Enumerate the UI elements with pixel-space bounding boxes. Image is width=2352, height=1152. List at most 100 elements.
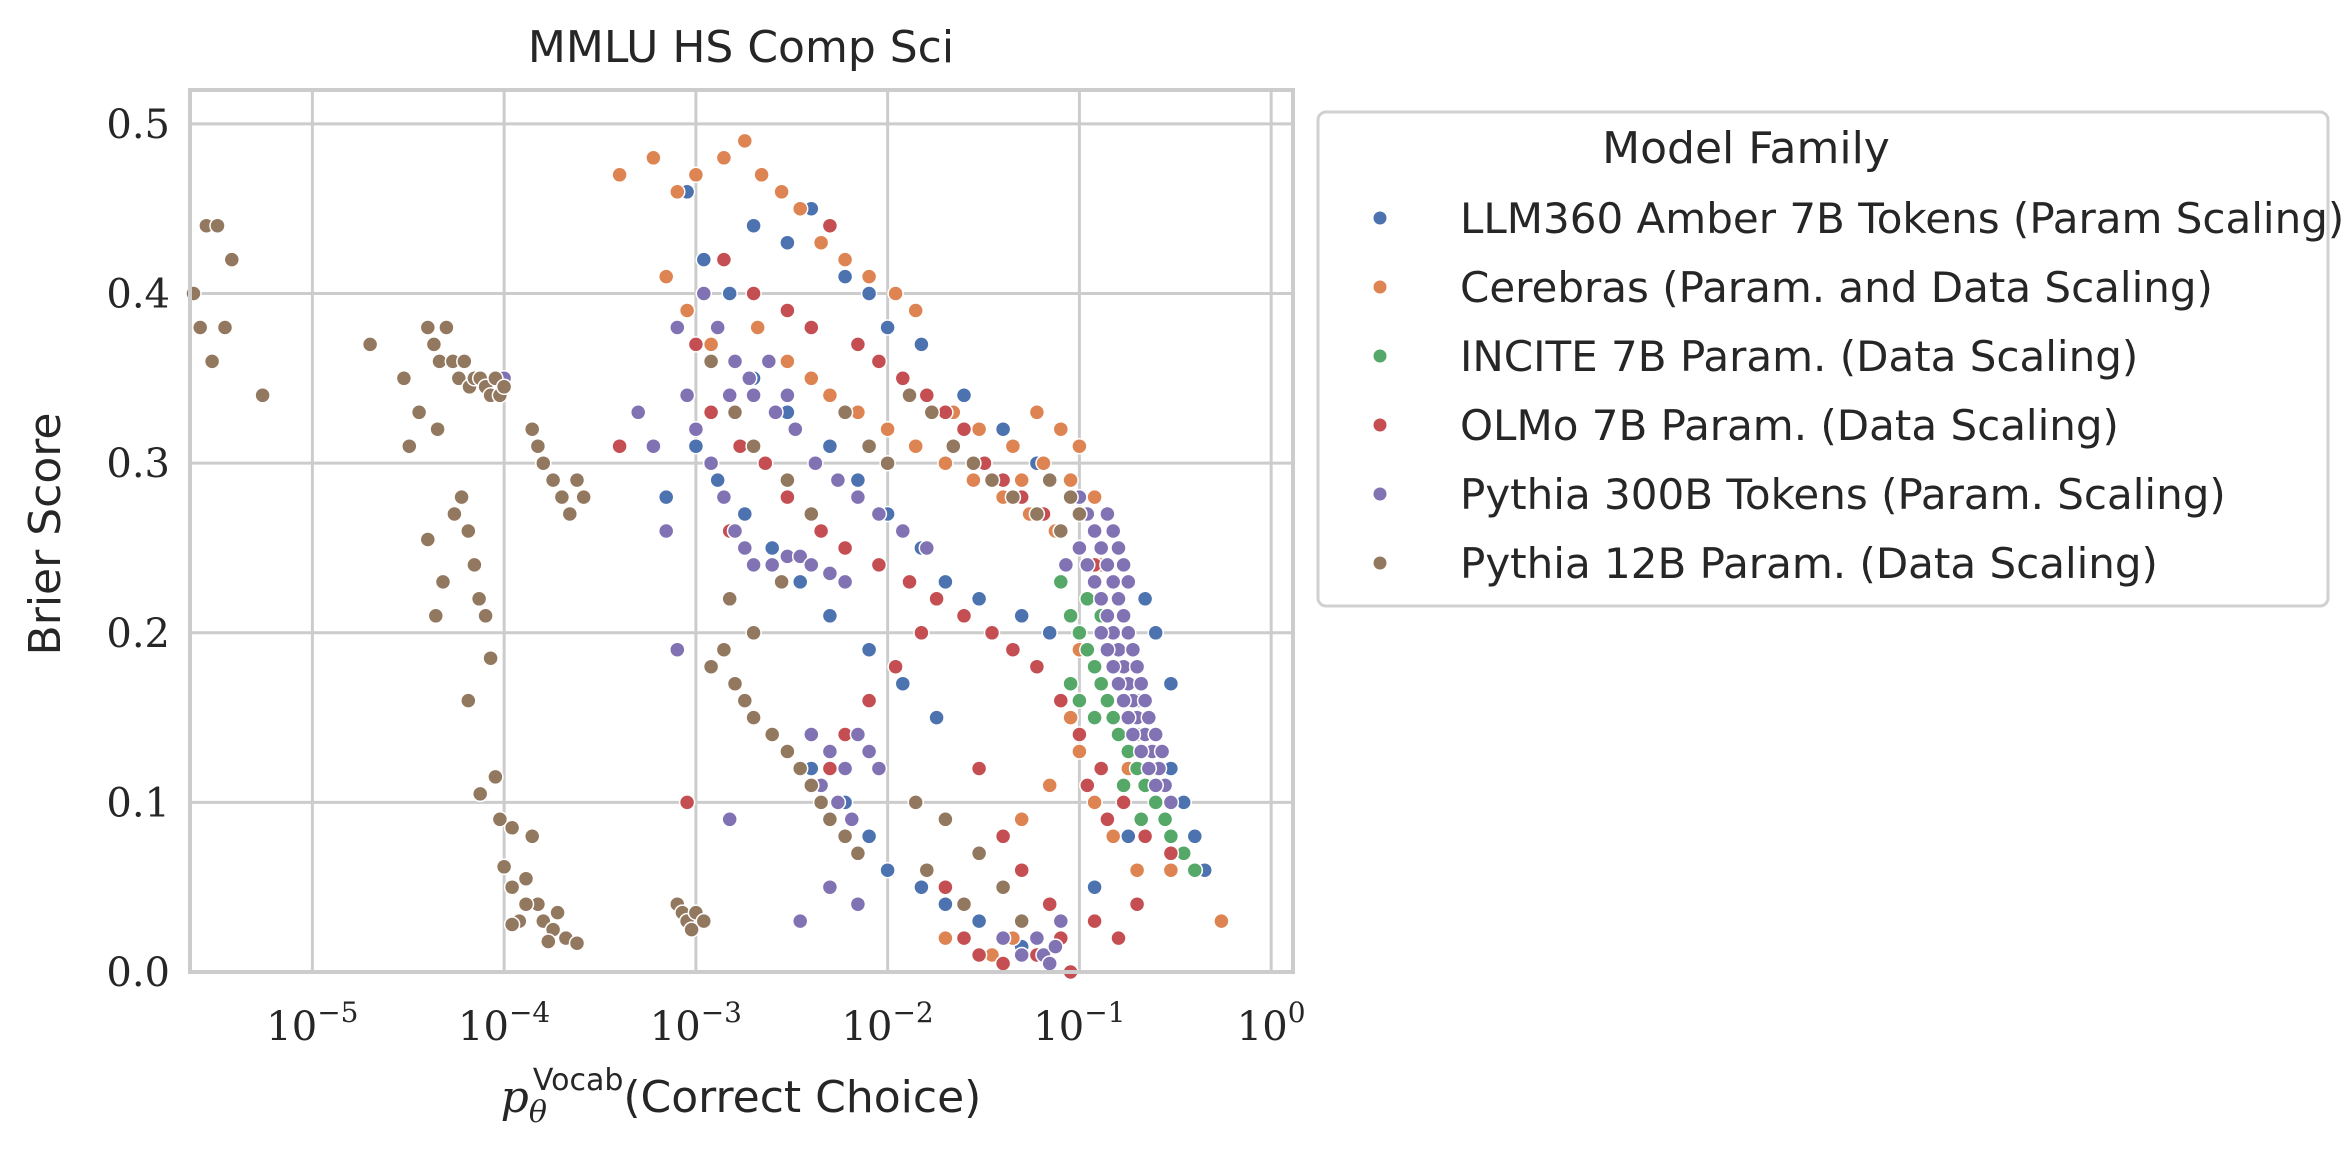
data-point <box>994 420 1012 438</box>
data-point <box>821 607 839 625</box>
data-point <box>1092 675 1110 692</box>
data-point <box>1092 539 1110 557</box>
data-point <box>1153 743 1171 760</box>
data-point <box>745 217 762 234</box>
data-point <box>894 522 912 540</box>
data-point <box>1071 692 1088 709</box>
data-point <box>849 336 867 353</box>
data-point <box>523 828 541 845</box>
data-point <box>482 649 499 667</box>
data-point <box>887 658 904 675</box>
data-point <box>779 471 796 489</box>
data-point <box>955 929 973 947</box>
data-point <box>1047 938 1064 955</box>
data-point <box>860 828 878 845</box>
data-point <box>745 624 762 642</box>
data-point <box>721 811 738 828</box>
data-point <box>726 404 744 421</box>
data-point <box>803 556 820 574</box>
data-point <box>702 454 720 472</box>
data-point <box>1092 624 1110 642</box>
data-point <box>907 794 924 811</box>
data-point <box>763 726 781 743</box>
data-point <box>544 471 562 489</box>
data-point <box>1162 794 1180 811</box>
data-point <box>1062 488 1079 506</box>
data-point <box>1041 777 1058 794</box>
data-point <box>1136 828 1154 845</box>
data-point <box>683 921 700 938</box>
data-point <box>937 878 954 896</box>
chart-title: MMLU HS Comp Sci <box>528 22 954 73</box>
data-point <box>1079 777 1096 794</box>
data-point <box>1052 912 1070 930</box>
x-axis-label-superscript: Vocab <box>533 1063 623 1098</box>
data-point <box>821 811 839 828</box>
data-point <box>1147 794 1164 811</box>
data-point <box>1132 675 1150 692</box>
data-point <box>937 573 954 591</box>
data-point <box>1004 641 1022 658</box>
data-point <box>901 573 918 591</box>
data-point <box>803 370 820 387</box>
data-point <box>1110 539 1127 557</box>
data-point <box>887 285 904 302</box>
data-point <box>695 285 713 302</box>
data-point <box>812 794 830 811</box>
data-point <box>1124 641 1142 658</box>
data-point <box>540 933 557 950</box>
data-point <box>821 878 839 896</box>
data-points <box>185 132 1230 981</box>
data-point <box>970 845 988 862</box>
data-point <box>843 811 861 828</box>
x-tick-label: 10−3 <box>650 996 742 1050</box>
data-point <box>678 387 696 404</box>
data-point <box>821 387 839 404</box>
data-point <box>965 454 982 472</box>
data-point <box>715 149 733 167</box>
series-4-points <box>611 217 1180 981</box>
data-point <box>1104 658 1122 675</box>
x-axis-label-text: (Correct Choice) <box>623 1072 981 1123</box>
data-point <box>1162 828 1180 845</box>
data-point <box>879 861 896 879</box>
data-point <box>870 760 888 777</box>
data-point <box>1120 828 1137 845</box>
legend-item-2: Cerebras (Param. and Data Scaling) <box>1373 263 2213 312</box>
data-point <box>203 353 221 370</box>
x-tick-label: 10−2 <box>842 996 934 1050</box>
data-point <box>477 607 494 625</box>
data-point <box>879 420 896 438</box>
data-point <box>849 845 867 862</box>
legend-label: Pythia 12B Param. (Data Scaling) <box>1460 539 2158 588</box>
data-point <box>860 285 878 302</box>
data-point <box>787 420 804 438</box>
data-point <box>1104 709 1122 726</box>
data-point <box>669 641 686 658</box>
data-point <box>438 319 455 336</box>
data-point <box>1110 590 1127 608</box>
data-point <box>836 404 854 421</box>
data-point <box>779 234 796 251</box>
data-point <box>779 353 796 370</box>
data-point <box>836 573 854 591</box>
data-point <box>1052 692 1070 709</box>
data-point <box>970 946 988 964</box>
legend-item-3: INCITE 7B Param. (Data Scaling) <box>1373 332 2138 381</box>
data-point <box>726 522 744 540</box>
data-point <box>1028 505 1046 523</box>
data-point <box>1028 658 1046 675</box>
data-point <box>821 565 839 582</box>
data-point <box>1086 794 1103 811</box>
data-point <box>937 929 954 947</box>
data-point <box>970 420 988 438</box>
x-axis-label-symbol: p <box>501 1072 529 1123</box>
data-point <box>523 420 541 438</box>
data-point <box>1013 946 1030 964</box>
data-point <box>821 437 839 455</box>
data-point <box>1079 641 1096 658</box>
data-point <box>803 726 820 743</box>
data-point <box>829 794 847 811</box>
data-point <box>702 353 720 370</box>
data-point <box>836 760 854 777</box>
